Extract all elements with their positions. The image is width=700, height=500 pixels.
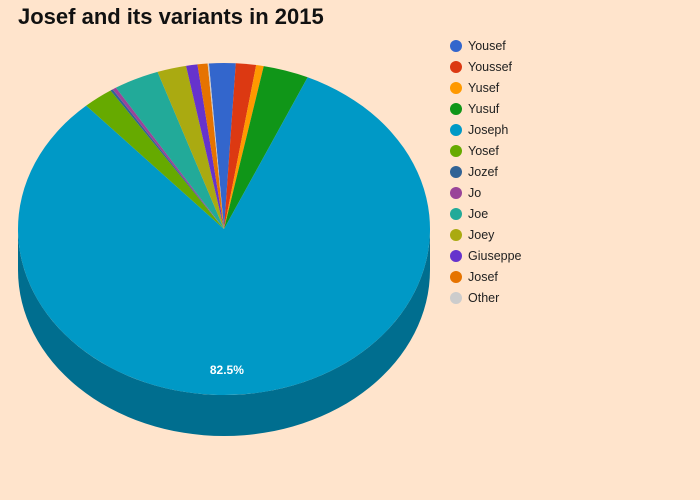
- slice-giuseppe[interactable]: [186, 64, 224, 229]
- legend-swatch: [450, 270, 462, 283]
- legend-swatch: [450, 39, 462, 52]
- legend-label: Other: [468, 290, 500, 305]
- legend-label: Joseph: [468, 122, 509, 137]
- pie-slices: [17, 62, 431, 395]
- legend-item-yosef[interactable]: Yosef: [450, 140, 522, 161]
- slice-yusef[interactable]: [224, 65, 264, 229]
- slice-side-joseph: [18, 229, 430, 436]
- slice-other[interactable]: [207, 63, 224, 229]
- slice-jozef[interactable]: [110, 89, 224, 229]
- legend-item-jo[interactable]: Jo: [450, 182, 522, 203]
- legend-item-giuseppe[interactable]: Giuseppe: [450, 245, 522, 266]
- legend-item-yusuf[interactable]: Yusuf: [450, 98, 522, 119]
- slice-josef[interactable]: [197, 63, 224, 230]
- legend-swatch: [450, 186, 462, 199]
- legend-swatch: [450, 60, 462, 73]
- slice-youssef[interactable]: [224, 63, 257, 229]
- legend-swatch: [450, 207, 462, 220]
- legend-label: Joe: [468, 206, 489, 221]
- legend-label: Youssef: [468, 59, 513, 74]
- legend-item-josef[interactable]: Josef: [450, 266, 522, 287]
- legend-item-joseph[interactable]: Joseph: [450, 119, 522, 140]
- slice-jo[interactable]: [112, 87, 224, 229]
- legend-label: Joey: [468, 227, 495, 242]
- slice-joey[interactable]: [157, 65, 224, 229]
- data-label-joseph: 82.5%: [210, 363, 244, 377]
- legend-item-yousef[interactable]: Yousef: [450, 35, 522, 56]
- slice-joseph[interactable]: [17, 77, 431, 395]
- legend-swatch: [450, 123, 462, 136]
- legend-item-joe[interactable]: Joe: [450, 203, 522, 224]
- legend-label: Yusef: [468, 80, 500, 95]
- legend-item-jozef[interactable]: Jozef: [450, 161, 522, 182]
- legend-swatch: [450, 228, 462, 241]
- legend-label: Yusuf: [468, 101, 500, 116]
- legend-swatch: [450, 102, 462, 115]
- slice-yusuf[interactable]: [224, 66, 308, 229]
- legend-item-other[interactable]: Other: [450, 287, 522, 308]
- chart-title: Josef and its variants in 2015: [18, 4, 324, 29]
- legend-label: Giuseppe: [468, 248, 522, 263]
- legend-label: Yousef: [468, 38, 506, 53]
- legend-item-yusef[interactable]: Yusef: [450, 77, 522, 98]
- legend-item-youssef[interactable]: Youssef: [450, 56, 522, 77]
- legend-label: Josef: [468, 269, 498, 284]
- legend-label: Jozef: [468, 164, 498, 179]
- legend-item-joey[interactable]: Joey: [450, 224, 522, 245]
- slice-joe[interactable]: [115, 71, 224, 229]
- legend: Yousef Youssef Yusef Yusuf Joseph Yosef Jozef J…: [450, 35, 522, 308]
- legend-label: Jo: [468, 185, 482, 200]
- slice-yousef[interactable]: [208, 62, 236, 229]
- legend-swatch: [450, 144, 462, 157]
- legend-swatch: [450, 291, 462, 304]
- legend-label: Yosef: [468, 143, 499, 158]
- pie-depth: [18, 229, 430, 436]
- pie-labels: 82.5%: [210, 363, 244, 377]
- legend-swatch: [450, 249, 462, 262]
- legend-swatch: [450, 165, 462, 178]
- slice-yosef[interactable]: [86, 90, 224, 229]
- legend-swatch: [450, 81, 462, 94]
